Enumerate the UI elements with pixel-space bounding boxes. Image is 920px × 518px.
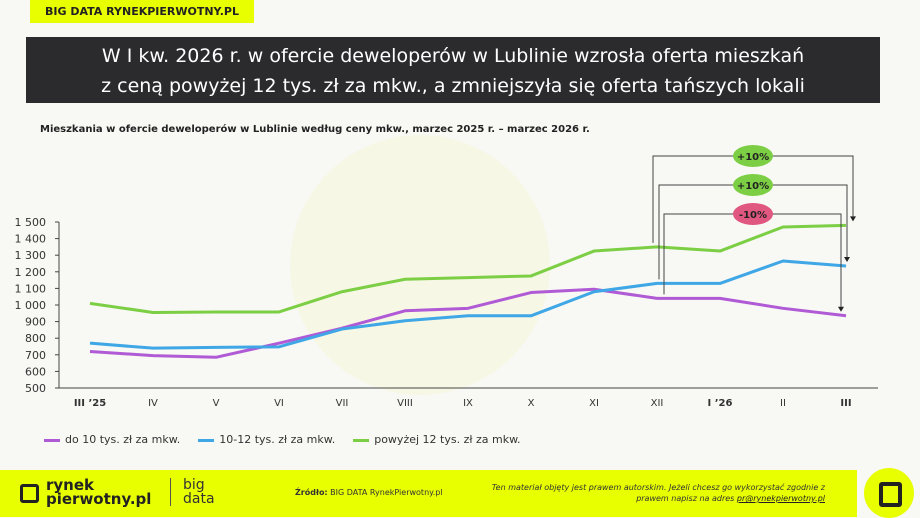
legend-swatch [353,439,369,442]
arrow-head-icon [850,216,856,221]
y-tick-label: 1 200 [15,266,47,279]
x-tick-label: IX [463,398,473,409]
y-tick-label: 1 100 [15,282,47,295]
y-tick-label: 1 400 [15,233,47,246]
x-tick-label: IV [148,398,158,409]
x-tick-label: XII [651,398,664,409]
change-badge-label: +10% [737,181,769,192]
series-line-1 [90,261,846,348]
legend-label: powyżej 12 tys. zł za mkw. [374,433,520,446]
annotation-bracket [664,214,841,307]
x-tick-label: II [780,398,786,409]
logo-text-2: pierwotny.pl [46,492,151,506]
x-tick-label: VI [274,398,284,409]
y-tick-label: 1 500 [15,216,47,229]
email-link[interactable]: pr@rynekpierwotny.pl [737,494,825,503]
legend: do 10 tys. zł za mkw. 10-12 tys. zł za mk… [44,433,521,446]
x-tick-label: VIII [397,398,413,409]
x-tick-label: I ’26 [708,398,733,409]
legend-label: do 10 tys. zł za mkw. [65,433,180,446]
bigdata-logo: big data [170,478,215,506]
legend-item: 10-12 tys. zł za mkw. [198,433,335,446]
y-tick-label: 1 300 [15,249,47,262]
arrow-head-icon [844,257,850,262]
x-tick-label: V [213,398,220,409]
annotation-bracket [653,156,853,243]
bigdata-text-2: data [183,492,215,506]
x-tick-label: III ’25 [74,398,106,409]
source-text: BIG DATA RynekPierwotny.pl [328,488,443,497]
source: Źródło: BIG DATA RynekPierwotny.pl [295,488,443,497]
change-badge-label: +10% [737,152,769,163]
logo-badge-icon [864,468,914,518]
legend-item: do 10 tys. zł za mkw. [44,433,180,446]
arrow-head-icon [838,307,844,312]
y-tick-label: 900 [25,316,46,329]
x-tick-label: XI [589,398,599,409]
legend-swatch [198,439,214,442]
legend-item: powyżej 12 tys. zł za mkw. [353,433,520,446]
y-tick-label: 600 [25,365,46,378]
footer: rynek pierwotny.pl big data Źródło: BIG … [0,470,857,517]
source-label: Źródło: [295,488,328,497]
legend-label: 10-12 tys. zł za mkw. [219,433,335,446]
change-badge-label: -10% [739,210,767,221]
bigdata-text-1: big [183,478,215,492]
x-tick-label: III [840,398,851,409]
line-chart: 1 500 1 400 1 300 1 200 1 100 1 000 900 800 700 6… [0,0,920,470]
y-tick-label: 500 [25,382,46,395]
x-tick-label: VII [336,398,349,409]
rynekpierwotny-logo: rynek pierwotny.pl [20,478,151,506]
y-tick-label: 1 000 [15,299,47,312]
x-tick-label: X [528,398,535,409]
copyright: Ten materiał objęty jest prawem autorski… [470,482,825,504]
legend-swatch [44,439,60,442]
y-tick-label: 800 [25,332,46,345]
y-tick-label: 700 [25,349,46,362]
